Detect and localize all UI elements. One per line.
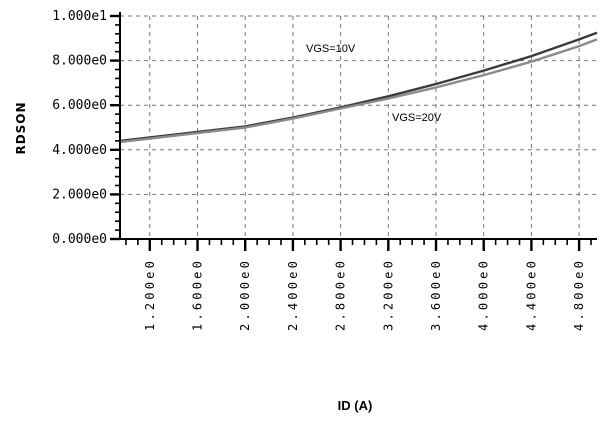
- y-tick-label-0: 0.000e0: [52, 232, 107, 247]
- x-tick-label-5: 3.200e0: [381, 258, 395, 331]
- y-tick-label-3: 6.000e0: [52, 98, 107, 113]
- series-lines: [119, 31, 598, 144]
- y-tick-label-2: 4.000e0: [52, 143, 107, 158]
- axes: [119, 12, 597, 240]
- x-tick-label-2: 2.000e0: [238, 258, 252, 331]
- x-axis-label: ID (A): [338, 398, 373, 413]
- y-tick-labels: 0.000e0 2.000e0 4.000e0 6.000e0 8.000e0 1.000…: [52, 9, 107, 247]
- series-line-vgs20: [119, 38, 598, 144]
- x-tick-label-8: 4.400e0: [524, 258, 538, 331]
- x-tick-label-0: 1.200e0: [143, 258, 157, 331]
- series-line-vgs10: [119, 31, 598, 143]
- x-tick-label-9: 4.800e0: [572, 258, 586, 331]
- annotation-vgs10: VGS=10V: [306, 43, 356, 55]
- annotation-vgs20: VGS=20V: [392, 112, 442, 124]
- x-tick-label-7: 4.000e0: [477, 258, 491, 331]
- grid-lines: [120, 15, 597, 239]
- x-tick-labels: 1.200e0 1.600e0 2.000e0 2.400e0 2.800e0 3.200…: [143, 258, 586, 331]
- x-tick-label-4: 2.800e0: [334, 258, 348, 331]
- x-tick-label-3: 2.400e0: [286, 258, 300, 331]
- y-tick-label-1: 2.000e0: [52, 187, 107, 202]
- y-tick-label-4: 8.000e0: [52, 54, 107, 69]
- y-tick-label-5: 1.000e1: [52, 9, 107, 24]
- x-tick-label-1: 1.600e0: [191, 258, 205, 331]
- y-axis-label: RDSON: [14, 101, 28, 154]
- x-tick-label-6: 3.600e0: [429, 258, 443, 331]
- major-ticks: [110, 14, 581, 251]
